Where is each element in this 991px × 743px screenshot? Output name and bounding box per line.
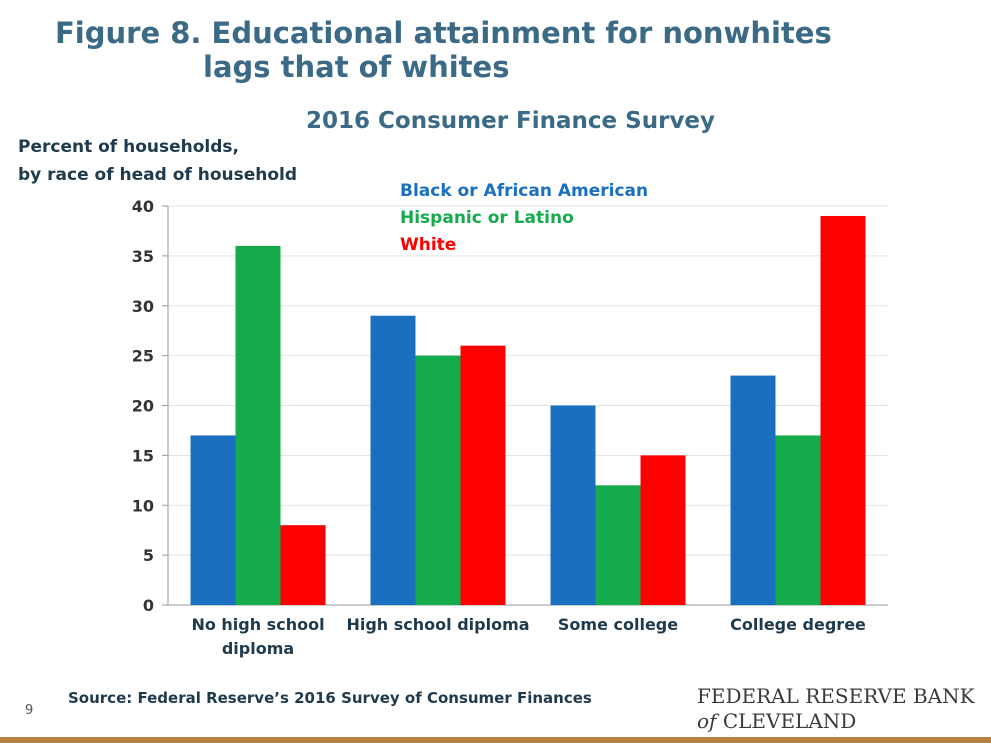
bar-white xyxy=(460,345,506,605)
y-axis-label-line1: Percent of households, xyxy=(18,137,240,157)
source-note: Source: Federal Reserve’s 2016 Survey of… xyxy=(68,689,592,707)
x-category-label: High school diploma xyxy=(346,615,529,634)
bar-hispanic xyxy=(595,485,641,605)
y-tick-label: 35 xyxy=(132,247,154,266)
brand-of: of xyxy=(697,709,717,733)
y-axis-label-line2: by race of head of household xyxy=(18,165,298,185)
brand-line1: FEDERAL RESERVE BANK xyxy=(697,684,975,708)
legend-item-white: White xyxy=(400,235,457,255)
bar-black xyxy=(190,435,236,605)
y-tick-label: 15 xyxy=(132,446,154,465)
bar-black xyxy=(370,315,416,605)
bar-white xyxy=(820,215,866,605)
bar-white xyxy=(640,455,686,605)
x-category-label: College degree xyxy=(730,615,866,634)
chart-title-line1: Figure 8. Educational attainment for non… xyxy=(55,16,832,50)
chart-subtitle: 2016 Consumer Finance Survey xyxy=(306,108,716,134)
chart-title: Figure 8. Educational attainment for non… xyxy=(55,16,855,84)
bottom-accent-rule xyxy=(0,737,991,743)
bar-hispanic xyxy=(235,245,281,605)
x-category-label: No high school diploma xyxy=(191,615,324,658)
chart-title-line2: lags that of whites xyxy=(203,50,510,84)
y-tick-label: 40 xyxy=(132,197,154,216)
brand-line2: CLEVELAND xyxy=(722,709,857,733)
bar-black xyxy=(550,405,596,605)
legend-item-black: Black or African American xyxy=(400,181,649,201)
y-tick-label: 0 xyxy=(143,596,154,615)
bar-hispanic xyxy=(775,435,821,605)
bar-hispanic xyxy=(415,355,461,605)
y-tick-label: 10 xyxy=(132,496,154,515)
y-tick-label: 20 xyxy=(132,397,154,416)
y-axis-label: Percent of households, by race of head o… xyxy=(18,133,338,189)
bar-white xyxy=(280,525,326,605)
chart-legend: Black or African American Hispanic or La… xyxy=(400,178,648,259)
x-category-label: Some college xyxy=(558,615,678,634)
page-number: 9 xyxy=(25,703,34,718)
legend-item-hispanic: Hispanic or Latino xyxy=(400,208,574,228)
bar-black xyxy=(730,375,776,605)
y-tick-label: 30 xyxy=(132,297,154,316)
y-tick-label: 5 xyxy=(143,546,154,565)
y-tick-label: 25 xyxy=(132,347,154,366)
federal-reserve-logo: FEDERAL RESERVE BANK of CLEVELAND xyxy=(697,684,975,734)
